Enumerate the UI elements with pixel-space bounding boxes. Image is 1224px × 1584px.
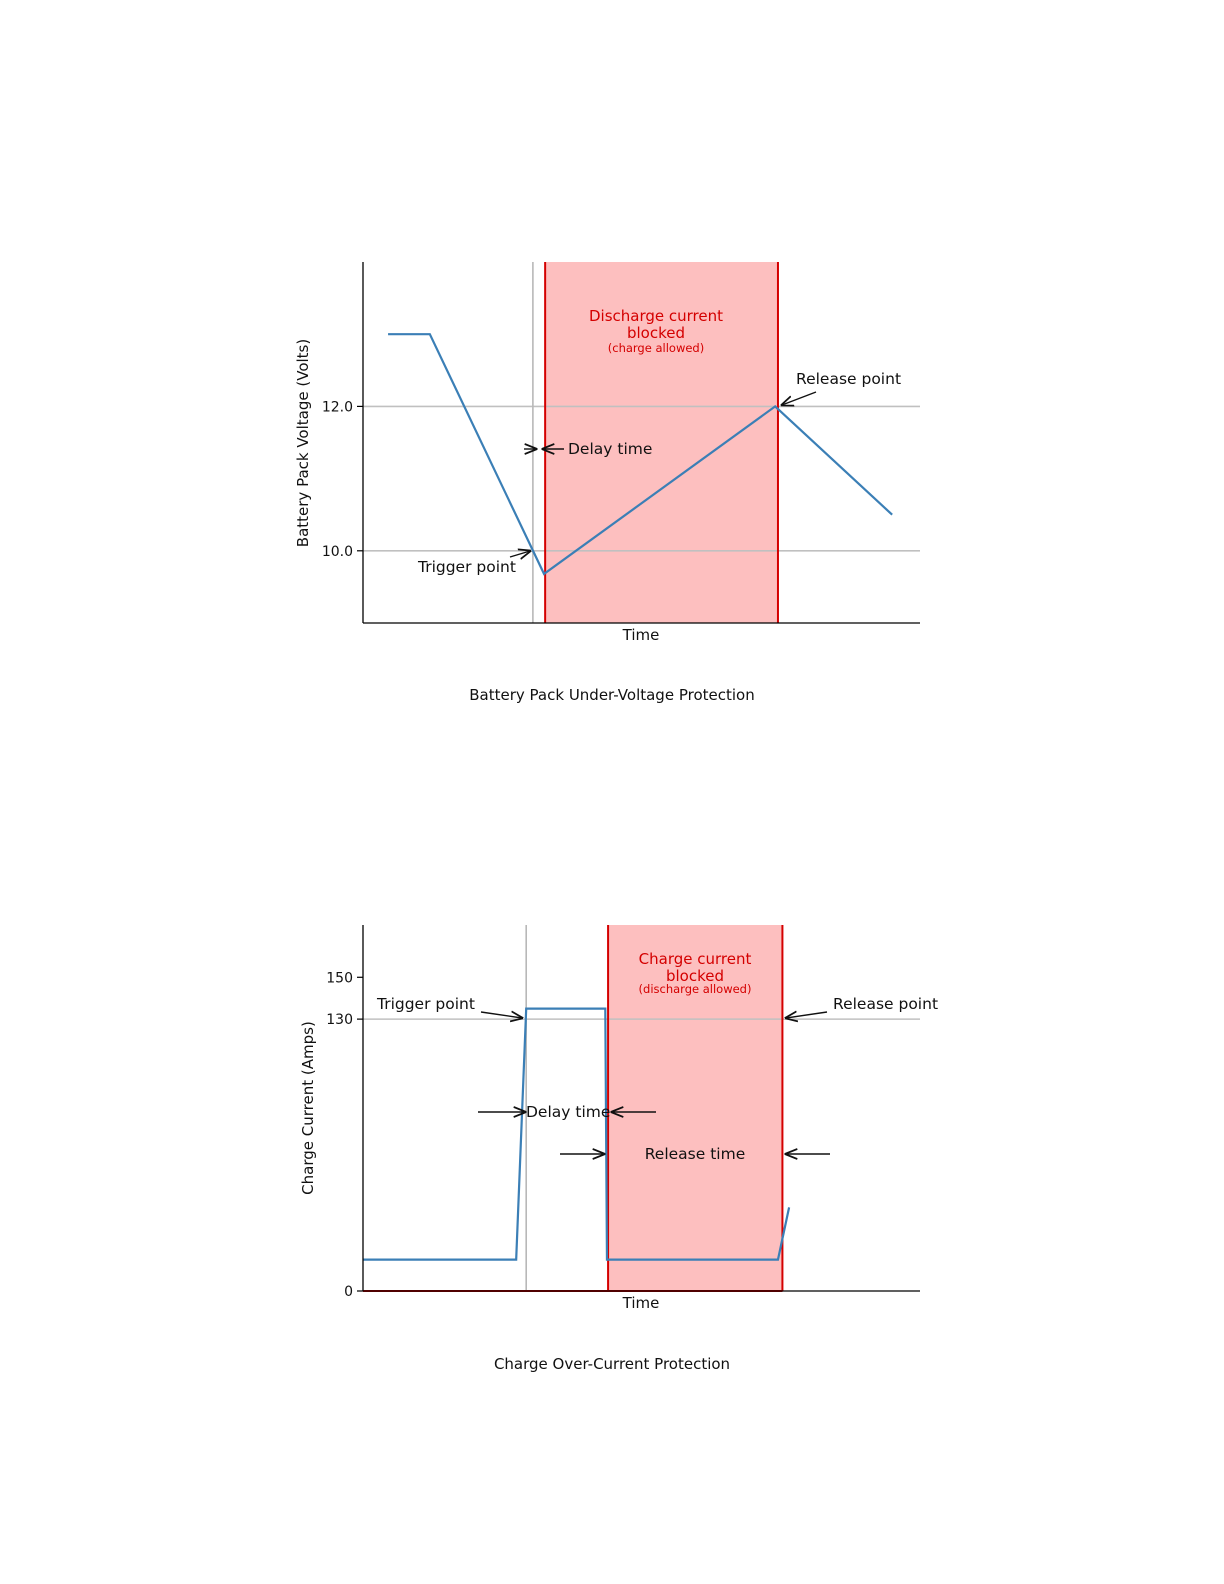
- release-point-label: Release point: [796, 370, 901, 388]
- chart-caption-under-voltage: Battery Pack Under-Voltage Protection: [469, 686, 755, 704]
- chart-over-current: 0 130 150 Time Charge Current (Amps) Charg…: [299, 925, 938, 1312]
- delay-time-label: Delay time: [568, 440, 652, 458]
- blocked-label-line-2: blocked: [666, 967, 724, 985]
- trigger-point-arrow: [480, 1012, 522, 1018]
- release-point-arrow: [782, 391, 817, 405]
- x-axis-label: Time: [622, 626, 660, 644]
- chart-caption-over-current: Charge Over-Current Protection: [493, 1355, 731, 1373]
- blocked-label-line-1: Discharge current: [589, 307, 723, 325]
- chart-under-voltage: 10.0 12.0 Time Battery Pack Voltage (Volt…: [294, 262, 920, 644]
- blocked-sublabel: (charge allowed): [608, 341, 704, 355]
- y-tick-label: 0: [344, 1284, 353, 1300]
- y-axis-label: Charge Current (Amps): [299, 1021, 317, 1195]
- y-tick-label: 130: [326, 1012, 353, 1028]
- y-ticks: 0 130 150: [326, 970, 363, 1300]
- release-point-label: Release point: [833, 995, 938, 1013]
- trigger-point-label: Trigger point: [376, 995, 475, 1013]
- release-point-arrow: [786, 1012, 828, 1018]
- x-axis-label: Time: [622, 1294, 660, 1312]
- y-tick-label: 12.0: [322, 399, 353, 415]
- blocked-label-line-2: blocked: [627, 324, 685, 342]
- blocked-region: [545, 262, 778, 623]
- y-tick-label: 150: [326, 970, 353, 986]
- y-axis-label: Battery Pack Voltage (Volts): [294, 339, 312, 547]
- current-series-line: [363, 1007, 791, 1261]
- delay-time-label: Delay time: [526, 1103, 610, 1121]
- voltage-series-line: [388, 333, 893, 576]
- blocked-region: [608, 925, 783, 1291]
- trigger-point-label: Trigger point: [417, 558, 516, 576]
- release-time-label: Release time: [645, 1145, 746, 1163]
- trigger-point-arrow: [509, 551, 530, 557]
- blocked-label-line-1: Charge current: [639, 950, 752, 968]
- blocked-sublabel: (discharge allowed): [639, 982, 752, 996]
- y-tick-label: 10.0: [322, 544, 353, 560]
- y-ticks: 10.0 12.0: [322, 399, 363, 560]
